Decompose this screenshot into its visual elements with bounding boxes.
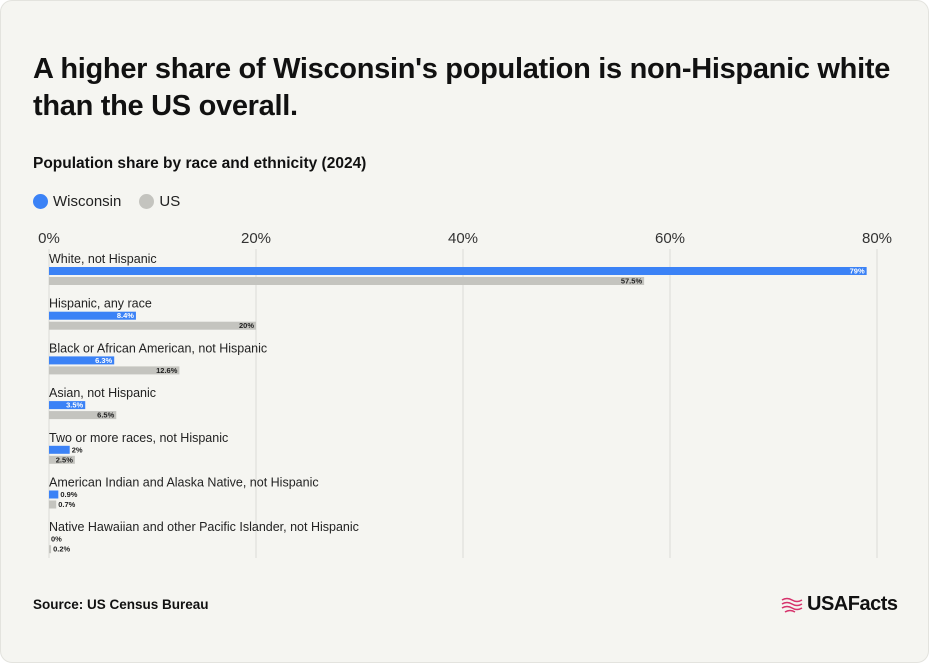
x-tick-label: 0%: [38, 230, 60, 247]
bar-wisconsin: [49, 267, 867, 275]
data-label: 57.5%: [621, 277, 643, 286]
chart-title: A higher share of Wisconsin's population…: [33, 53, 891, 122]
category-label: Asian, not Hispanic: [49, 386, 156, 400]
flag-icon: [781, 597, 803, 613]
legend-label-us: US: [159, 193, 181, 210]
bar-wisconsin: [49, 401, 86, 410]
data-label: 6.5%: [97, 411, 114, 420]
bar-us: [49, 545, 52, 554]
category-label: American Indian and Alaska Native, not H…: [49, 476, 319, 490]
category-label: Black or African American, not Hispanic: [49, 341, 267, 355]
x-tick-label: 60%: [655, 230, 685, 247]
category-label: Two or more races, not Hispanic: [49, 431, 228, 445]
chart-subtitle: Population share by race and ethnicity (…: [33, 155, 367, 172]
source-note: Source: US Census Bureau: [33, 597, 209, 612]
bar-us: [49, 321, 256, 330]
data-label: 0.9%: [60, 490, 77, 499]
data-label: 8.4%: [117, 311, 134, 320]
data-label: 2.5%: [56, 455, 73, 464]
bar-wisconsin: [49, 356, 115, 365]
data-label: 79%: [850, 267, 865, 276]
bar-us: [49, 411, 117, 420]
bar-us: [49, 277, 645, 285]
x-tick-label: 80%: [862, 230, 892, 247]
bar-us: [49, 455, 75, 464]
x-tick-label: 20%: [241, 230, 271, 247]
legend-item-us: US: [139, 193, 180, 210]
bar-us: [49, 500, 57, 509]
category-label: White, not Hispanic: [49, 252, 157, 266]
data-label: 20%: [239, 321, 254, 330]
usafacts-logo: USAFacts: [781, 593, 898, 616]
bar-wisconsin: [49, 445, 70, 454]
legend-item-wisconsin: Wisconsin: [33, 193, 121, 210]
data-label: 0.7%: [58, 500, 75, 509]
legend-label-wisconsin: Wisconsin: [53, 193, 122, 210]
category-label: Native Hawaiian and other Pacific Island…: [49, 520, 359, 534]
x-tick-label: 40%: [448, 230, 478, 247]
data-label: 0.2%: [53, 545, 70, 554]
data-label: 6.3%: [95, 356, 112, 365]
category-label: Hispanic, any race: [49, 297, 152, 311]
bar-us: [49, 366, 180, 375]
data-label: 12.6%: [156, 366, 178, 375]
brand-name: USAFacts: [807, 593, 898, 615]
legend: Wisconsin US: [33, 193, 198, 210]
legend-swatch-wisconsin: [33, 194, 48, 209]
legend-swatch-us: [139, 194, 155, 209]
bar-wisconsin: [49, 490, 59, 499]
data-label: 2%: [72, 445, 83, 454]
data-label: 3.5%: [66, 401, 83, 410]
data-label: 0%: [51, 535, 62, 544]
bar-wisconsin: [49, 311, 136, 320]
